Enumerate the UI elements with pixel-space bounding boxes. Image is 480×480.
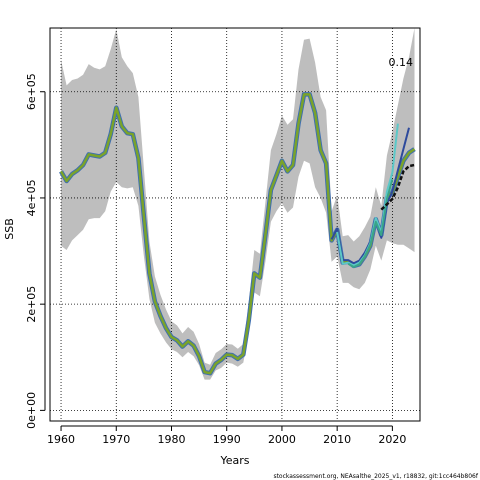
- annotation-label: 0.14: [389, 56, 414, 69]
- footer-source: stockassessment.org, NEAsalthe_2025_v1, …: [273, 473, 478, 480]
- series-line-3: [347, 179, 394, 268]
- y-tick-label-3: 6e+05: [25, 73, 38, 110]
- y-tick-label-1: 2e+05: [25, 286, 38, 323]
- x-tick-label-1960: 1960: [47, 433, 75, 446]
- x-tick-label-2000: 2000: [268, 433, 296, 446]
- confidence-bands: [61, 28, 415, 380]
- confidence-band-0: [61, 28, 415, 380]
- y-axis-title: SSB: [3, 218, 16, 240]
- x-axis: 1960 1970 1980 1990 2000 2010 2020: [47, 425, 406, 446]
- x-tick-label-1970: 1970: [102, 433, 130, 446]
- y-axis: 0e+00 2e+05 4e+05 6e+05: [25, 73, 46, 429]
- x-tick-label-1980: 1980: [157, 433, 185, 446]
- plot-frame: [49, 27, 421, 422]
- series-lines: [59, 92, 416, 376]
- series-line-4: [380, 163, 415, 211]
- x-tick-label-2010: 2010: [323, 433, 351, 446]
- y-tick-label-2: 4e+05: [25, 179, 38, 216]
- y-tick-label-0: 0e+00: [25, 392, 38, 429]
- x-tick-label-2020: 2020: [378, 433, 406, 446]
- x-tick-label-1990: 1990: [213, 433, 241, 446]
- x-axis-title: Years: [219, 454, 249, 467]
